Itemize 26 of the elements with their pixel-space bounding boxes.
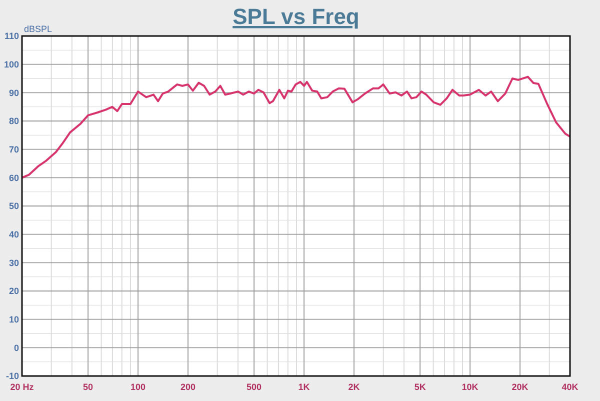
y-tick-label: 90 xyxy=(8,88,19,98)
y-tick-label: 110 xyxy=(4,31,19,42)
y-tick-label: 20 xyxy=(8,286,19,296)
y-tick-label: 30 xyxy=(8,258,19,268)
x-tick-label: 5K xyxy=(414,382,426,392)
chart-title: SPL vs Freq xyxy=(232,4,360,29)
x-tick-label: 200 xyxy=(180,382,196,392)
x-tick-label: 1K xyxy=(298,382,310,392)
x-tick-label: 2K xyxy=(348,382,360,392)
y-axis-title: dBSPL xyxy=(24,24,52,34)
x-tick-label: 10K xyxy=(462,382,479,392)
y-tick-label: 0 xyxy=(14,342,19,353)
x-tick-label: 500 xyxy=(246,382,262,392)
y-tick-label: 10 xyxy=(8,314,19,324)
y-tick-label: 40 xyxy=(8,229,19,240)
y-tick-label: 80 xyxy=(8,116,19,126)
y-tick-label: 60 xyxy=(8,172,19,183)
x-tick-label: 50 xyxy=(83,382,94,392)
x-tick-label: 100 xyxy=(130,382,146,392)
y-tick-label: 70 xyxy=(8,144,19,154)
x-tick-label: 20K xyxy=(512,382,529,392)
y-tick-label: 50 xyxy=(8,201,19,212)
y-tick-label: -10 xyxy=(6,371,19,382)
x-tick-label: 40K xyxy=(562,382,579,392)
y-tick-label: 100 xyxy=(4,59,19,70)
x-tick-label: 20 Hz xyxy=(10,382,34,392)
